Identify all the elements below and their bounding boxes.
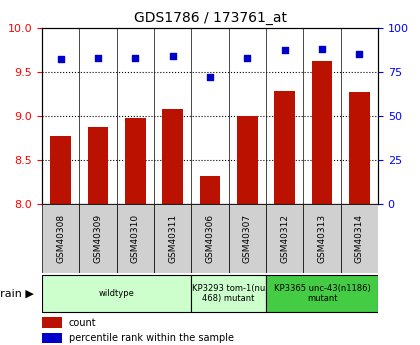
Bar — [117, 204, 154, 273]
Text: GSM40311: GSM40311 — [168, 214, 177, 263]
Point — [169, 53, 176, 59]
Bar — [42, 317, 62, 328]
Text: GSM40309: GSM40309 — [94, 214, 102, 263]
Bar — [274, 91, 295, 204]
Text: GSM40314: GSM40314 — [355, 214, 364, 263]
Bar — [200, 176, 220, 204]
Bar — [163, 109, 183, 204]
Text: KP3365 unc-43(n1186)
mutant: KP3365 unc-43(n1186) mutant — [273, 284, 370, 303]
Text: GSM40307: GSM40307 — [243, 214, 252, 263]
Text: GSM40310: GSM40310 — [131, 214, 140, 263]
Bar — [303, 204, 341, 273]
Bar — [266, 204, 303, 273]
Bar — [42, 333, 62, 344]
Text: strain ▶: strain ▶ — [0, 288, 34, 298]
Point — [319, 46, 326, 51]
Point — [356, 51, 363, 57]
Bar — [125, 118, 146, 204]
Text: GSM40306: GSM40306 — [205, 214, 215, 263]
Text: KP3293 tom-1(nu
468) mutant: KP3293 tom-1(nu 468) mutant — [192, 284, 265, 303]
Bar — [154, 204, 192, 273]
Bar — [50, 136, 71, 204]
Point — [244, 55, 251, 60]
Point — [281, 48, 288, 53]
Bar — [42, 275, 192, 312]
Bar — [349, 92, 370, 204]
Bar — [42, 204, 79, 273]
Text: GSM40312: GSM40312 — [280, 214, 289, 263]
Bar — [192, 204, 228, 273]
Bar — [79, 204, 117, 273]
Title: GDS1786 / 173761_at: GDS1786 / 173761_at — [134, 11, 286, 25]
Point — [57, 57, 64, 62]
Bar — [228, 204, 266, 273]
Point — [94, 55, 101, 60]
Text: wildtype: wildtype — [99, 289, 134, 298]
Text: count: count — [69, 318, 97, 328]
Text: percentile rank within the sample: percentile rank within the sample — [69, 333, 234, 343]
Text: GSM40313: GSM40313 — [318, 214, 326, 263]
Bar — [88, 127, 108, 204]
Point — [207, 74, 213, 80]
Bar — [312, 61, 332, 204]
Bar — [237, 117, 257, 204]
Bar — [192, 275, 266, 312]
Bar — [266, 275, 378, 312]
Bar — [341, 204, 378, 273]
Point — [132, 55, 139, 60]
Text: GSM40308: GSM40308 — [56, 214, 65, 263]
